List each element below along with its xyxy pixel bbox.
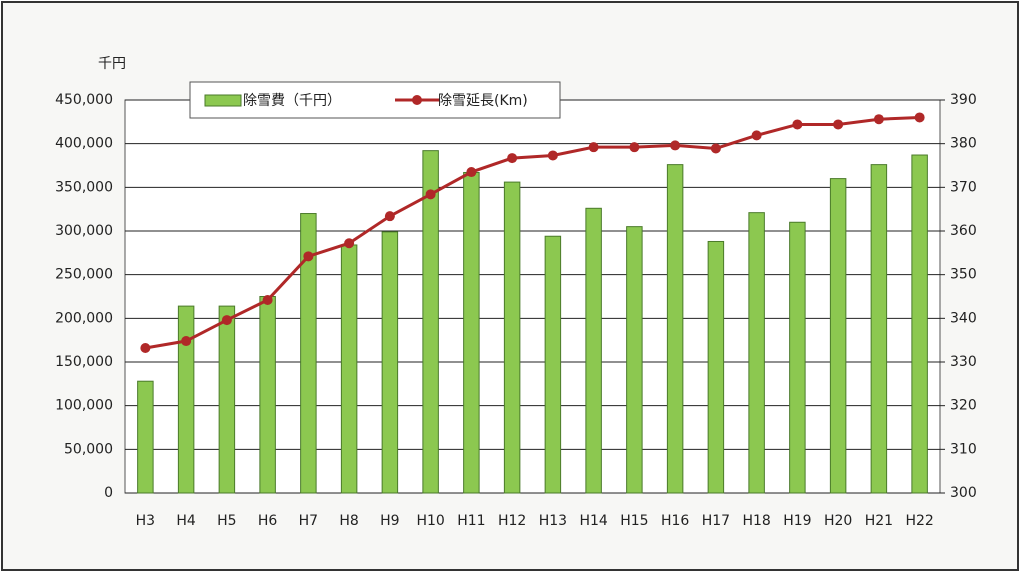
x-tick-label: H18 [742, 513, 770, 529]
x-tick-label: H6 [258, 513, 278, 529]
line-point [384, 211, 395, 222]
bar [259, 296, 276, 494]
y-tick-label: 350,000 [55, 179, 113, 195]
line-point [221, 315, 232, 326]
y-tick-label: 250,000 [55, 267, 113, 283]
bar [422, 150, 439, 494]
y-tick-label: 0 [104, 485, 113, 501]
bar [911, 154, 928, 494]
y2-tick-label: 390 [950, 92, 977, 108]
line-point [588, 142, 599, 153]
y2-tick-label: 300 [950, 485, 977, 501]
y2-tick-label: 380 [950, 136, 977, 152]
x-tick-label: H5 [217, 513, 236, 529]
line-point [547, 150, 558, 161]
line-point [710, 143, 721, 154]
y-tick-label: 450,000 [55, 92, 113, 108]
bar [870, 164, 888, 494]
bar [177, 305, 195, 494]
line-point [466, 167, 477, 178]
bar [585, 207, 602, 494]
line-point [670, 140, 681, 151]
legend-swatch [412, 95, 422, 105]
x-tick-label: H11 [457, 513, 485, 529]
y-tick-label: 200,000 [55, 310, 113, 326]
x-tick-label: H4 [176, 513, 196, 529]
bar [137, 380, 154, 494]
y-tick-label: 150,000 [55, 354, 113, 370]
line-point [507, 153, 518, 164]
y-tick-label: 300,000 [55, 223, 113, 239]
x-tick-label: H21 [865, 513, 893, 529]
line-point [303, 251, 314, 262]
legend-box [189, 81, 561, 119]
bar [544, 235, 562, 494]
line-point [425, 189, 436, 200]
y-tick-label: 400,000 [55, 136, 113, 152]
bar [381, 231, 399, 494]
x-tick-label: H20 [824, 513, 852, 529]
x-tick-label: H3 [136, 513, 155, 529]
bar [748, 212, 765, 494]
line-point [344, 238, 355, 249]
x-tick-label: H15 [620, 513, 648, 529]
line-point [914, 112, 925, 123]
x-tick-label: H8 [339, 513, 358, 529]
bar [707, 240, 725, 494]
line [145, 115, 920, 350]
x-tick-label: H7 [299, 513, 318, 529]
legend-label: 除雪延長(Km) [438, 93, 528, 109]
legend-swatch [204, 94, 242, 107]
bar [503, 181, 521, 494]
x-tick-label: H9 [380, 513, 399, 529]
line-point [751, 130, 762, 141]
x-tick-label: H22 [905, 513, 933, 529]
bar [626, 226, 643, 494]
line-point [833, 119, 844, 130]
y2-tick-label: 360 [950, 223, 977, 239]
x-tick-label: H13 [539, 513, 567, 529]
bar [789, 221, 806, 494]
line-point [181, 336, 192, 347]
x-tick-label: H16 [661, 513, 689, 529]
bar [218, 305, 236, 494]
y2-tick-label: 350 [950, 267, 977, 283]
y2-tick-label: 310 [950, 441, 977, 457]
x-tick-label: H10 [416, 513, 444, 529]
line-point [792, 119, 803, 130]
line-point [629, 142, 640, 153]
line-point [262, 294, 273, 305]
bar [666, 164, 684, 494]
y-tick-label: 50,000 [64, 441, 113, 457]
y2-tick-label: 340 [950, 310, 977, 326]
y2-tick-label: 370 [950, 179, 977, 195]
y2-tick-label: 320 [950, 398, 977, 414]
bar [340, 244, 358, 494]
x-tick-label: H14 [579, 513, 607, 529]
y-unit-label: 千円 [98, 56, 126, 72]
bar [463, 171, 480, 494]
line-point [873, 114, 884, 125]
y2-tick-label: 330 [950, 354, 977, 370]
plot-area [124, 99, 941, 494]
y-tick-label: 100,000 [55, 398, 113, 414]
legend-label: 除雪費（千円） [243, 93, 341, 109]
line-point [140, 343, 151, 354]
bar [300, 213, 317, 494]
x-tick-label: H17 [702, 513, 730, 529]
x-tick-label: H12 [498, 513, 526, 529]
bar [829, 178, 847, 494]
x-tick-label: H19 [783, 513, 811, 529]
